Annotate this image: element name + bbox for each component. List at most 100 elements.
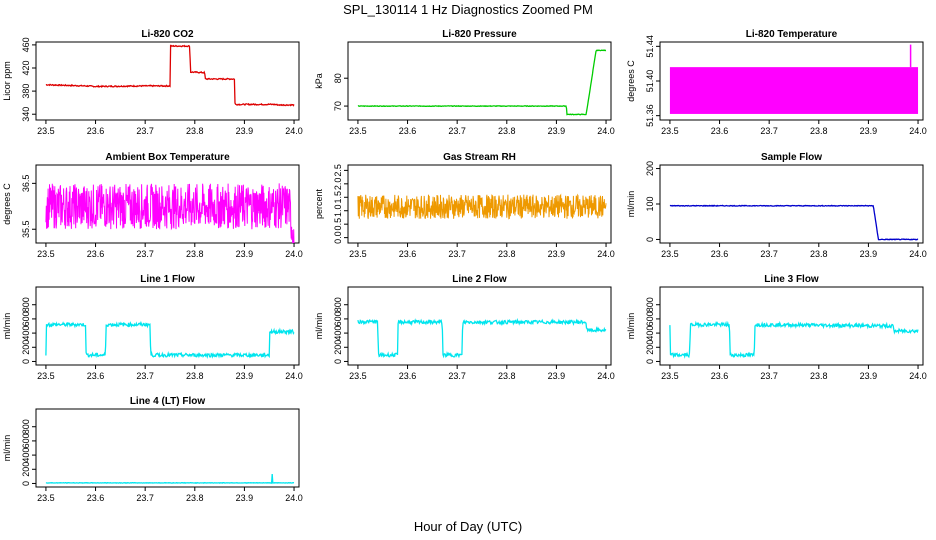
x-tick-label: 23.5 [37,493,55,503]
x-tick-label: 23.7 [136,493,154,503]
x-tick-label: 23.8 [498,371,516,381]
series-line [357,49,607,116]
series-line [45,183,295,243]
y-tick-label: 2.0 [333,178,343,191]
x-tick-label: 23.6 [399,126,417,136]
y-tick-label: 36.5 [21,175,31,193]
x-tick-label: 23.7 [136,249,154,259]
x-tick-label: 23.6 [711,126,729,136]
x-tick-label: 23.6 [87,493,105,503]
y-tick-label: 200 [21,462,31,477]
x-tick-label: 23.7 [760,126,778,136]
series-line [669,320,919,359]
figure-title: SPL_130114 1 Hz Diagnostics Zoomed PM [343,2,593,17]
x-tick-label: 24.0 [909,371,927,381]
plot-frame [347,41,612,121]
y-tick-label: 460 [21,37,31,52]
panel-grid: Li-820 CO2 23.5 23.6 23.7 23.8 23.9 24.0 340 380… [2,29,927,503]
figure-x-axis-label: Hour of Day (UTC) [414,519,522,534]
chart-panel: Sample Flow 23.5 23.6 23.7 23.8 23.9 24.0 0 100 2… [626,152,927,259]
y-tick-label: 2.5 [333,164,343,177]
x-tick-label: 23.9 [236,493,254,503]
y-tick-label: 51.44 [645,35,655,58]
panel-title: Li-820 CO2 [141,29,194,40]
x-tick-label: 23.8 [498,249,516,259]
y-axis-label: ml/min [626,191,636,218]
y-axis-label: ml/min [2,435,12,462]
x-tick-label: 23.7 [448,249,466,259]
x-tick-label: 23.7 [448,126,466,136]
chart-panel: Gas Stream RH 23.5 23.6 23.7 23.8 23.9 24.0 0.0… [314,152,615,259]
series-line [45,320,295,359]
x-tick-label: 23.9 [236,371,254,381]
y-tick-label: 420 [21,60,31,75]
y-axis-label: ml/min [626,313,636,340]
y-tick-label: 800 [21,297,31,312]
panel-title: Line 4 (LT) Flow [130,396,206,407]
y-tick-label: 35.5 [21,220,31,238]
x-tick-label: 24.0 [909,126,927,136]
x-tick-label: 23.8 [186,126,204,136]
x-tick-label: 23.9 [860,126,878,136]
y-tick-label: 0 [21,359,31,364]
plot-frame [35,408,300,488]
y-tick-label: 380 [21,84,31,99]
chart-panel: Li-820 Temperature 23.5 23.6 23.7 23.8 23.9 24… [626,29,927,136]
plot-frame [35,41,300,121]
x-tick-label: 23.7 [760,249,778,259]
x-tick-label: 23.7 [448,371,466,381]
x-tick-label: 24.0 [285,371,303,381]
x-tick-label: 23.5 [37,371,55,381]
x-tick-label: 23.5 [661,126,679,136]
y-tick-label: 70 [333,101,343,111]
x-tick-label: 23.6 [87,371,105,381]
y-tick-label: 200 [21,340,31,355]
x-tick-label: 23.7 [136,126,154,136]
y-tick-label: 100 [645,196,655,211]
y-tick-label: 400 [21,448,31,463]
series-line [357,193,607,220]
y-axis-label: kPa [314,73,324,89]
x-tick-label: 24.0 [285,493,303,503]
x-tick-label: 23.6 [87,126,105,136]
panel-title: Sample Flow [761,152,822,163]
y-tick-label: 1.5 [333,191,343,204]
y-tick-label: 200 [645,340,655,355]
x-tick-label: 23.5 [661,249,679,259]
panel-title: Line 2 Flow [452,274,507,285]
x-tick-label: 23.5 [37,249,55,259]
plot-frame [347,164,612,244]
series-band [669,67,919,114]
x-tick-label: 23.5 [37,126,55,136]
x-tick-label: 23.6 [711,249,729,259]
y-axis-label: ml/min [314,313,324,340]
y-tick-label: 0 [645,237,655,242]
x-tick-label: 23.5 [349,249,367,259]
y-tick-label: 0.5 [333,218,343,231]
panel-title: Line 3 Flow [764,274,819,285]
chart-panel: Line 4 (LT) Flow 23.5 23.6 23.7 23.8 23.9 24.0… [2,396,303,503]
y-tick-label: 51.36 [645,104,655,127]
y-tick-label: 200 [645,161,655,176]
x-tick-label: 23.6 [711,371,729,381]
x-tick-label: 23.9 [236,249,254,259]
y-tick-label: 200 [333,340,343,355]
y-tick-label: 0.0 [333,231,343,244]
x-tick-label: 23.6 [399,249,417,259]
series-line [357,317,607,359]
chart-panel: Line 1 Flow 23.5 23.6 23.7 23.8 23.9 24.0 0 2004… [2,274,303,381]
y-tick-label: 51.40 [645,70,655,93]
y-axis-label: percent [314,188,324,219]
x-tick-label: 23.9 [548,126,566,136]
plot-frame [35,164,300,244]
panel-title: Line 1 Flow [140,274,195,285]
chart-panel: Ambient Box Temperature 23.5 23.6 23.7 23.8 2… [2,152,303,259]
x-tick-label: 24.0 [909,249,927,259]
y-tick-label: 800 [333,297,343,312]
y-tick-label: 600 [333,311,343,326]
x-tick-label: 23.5 [661,371,679,381]
panel-title: Gas Stream RH [443,152,516,163]
x-tick-label: 23.9 [860,249,878,259]
x-tick-label: 23.8 [186,493,204,503]
